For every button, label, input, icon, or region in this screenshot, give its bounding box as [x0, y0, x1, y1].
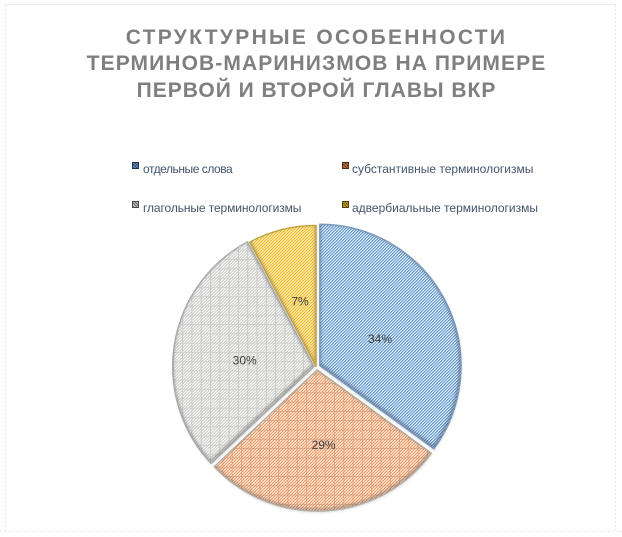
svg-text:30%: 30%	[233, 353, 257, 367]
svg-text:34%: 34%	[368, 332, 392, 346]
svg-text:29%: 29%	[312, 438, 336, 452]
svg-text:7%: 7%	[291, 295, 309, 309]
